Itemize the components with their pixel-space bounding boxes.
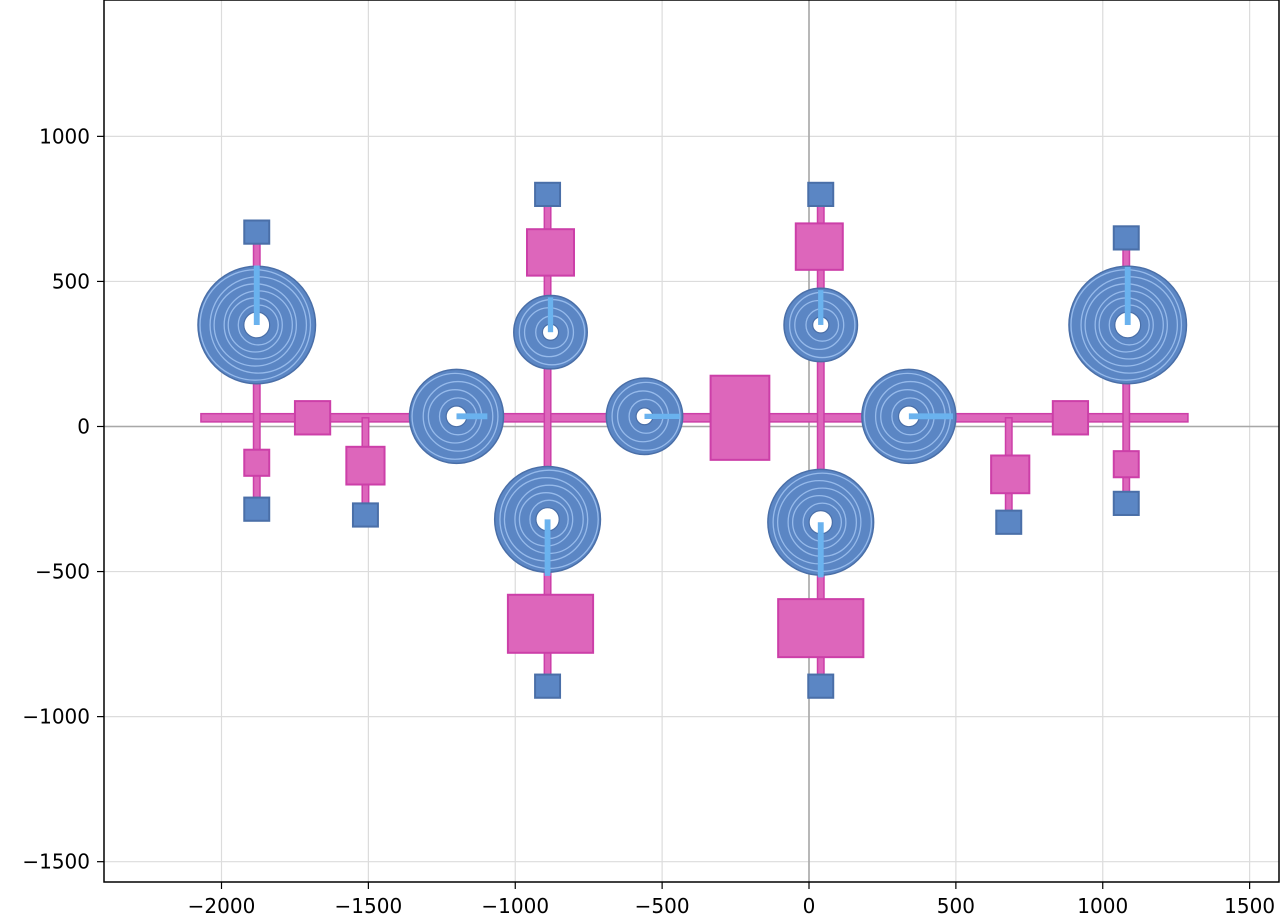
capacitor-plate	[506, 593, 595, 654]
capacitor-plate	[1112, 450, 1140, 479]
bond-pad	[807, 673, 835, 699]
x-tick-label: −1500	[335, 894, 403, 918]
bond-pad	[807, 181, 835, 207]
capacitor-plate	[1051, 400, 1090, 436]
capacitor-plate	[526, 228, 575, 277]
bond-pad	[995, 509, 1023, 535]
y-tick-label: −1500	[22, 850, 90, 874]
bond-pad	[534, 673, 562, 699]
capacitor-plate	[243, 448, 271, 477]
x-tick-label: 0	[803, 894, 816, 918]
capacitor-plate	[777, 598, 865, 659]
y-tick-label: −1000	[22, 705, 90, 729]
bond-pad	[534, 181, 562, 207]
capacitor-plate	[293, 400, 332, 436]
x-tick-label: 500	[937, 894, 975, 918]
axis-ticks: −2000 −1500 −1000 −500 0 500 1000 1500 −1500 −100…	[22, 124, 1275, 918]
bond-pad	[243, 219, 271, 245]
x-tick-label: −500	[635, 894, 690, 918]
capacitor-plate	[794, 222, 844, 271]
bond-pad	[1112, 225, 1140, 251]
capacitor-plate	[709, 374, 771, 461]
bond-pad	[243, 496, 271, 522]
circuit-layout	[197, 181, 1189, 699]
capacitor-plate	[990, 454, 1031, 495]
x-tick-label: −2000	[188, 894, 256, 918]
y-tick-label: 1000	[39, 124, 90, 148]
x-tick-label: −1000	[481, 894, 549, 918]
metal-trace	[200, 412, 1189, 423]
y-tick-label: 500	[52, 269, 90, 293]
x-tick-label: 1500	[1224, 894, 1275, 918]
spiral-turn	[422, 380, 494, 452]
spiral-turn	[411, 372, 499, 460]
x-tick-label: 1000	[1077, 894, 1128, 918]
plot-frame	[103, 0, 1280, 883]
bond-pad	[351, 502, 379, 528]
y-tick-label: −500	[35, 560, 90, 584]
bond-pad	[1112, 490, 1140, 516]
grid-lines	[104, 0, 1279, 882]
capacitor-plate	[345, 445, 386, 486]
y-tick-label: 0	[77, 414, 90, 438]
spiral-turn	[611, 381, 681, 451]
